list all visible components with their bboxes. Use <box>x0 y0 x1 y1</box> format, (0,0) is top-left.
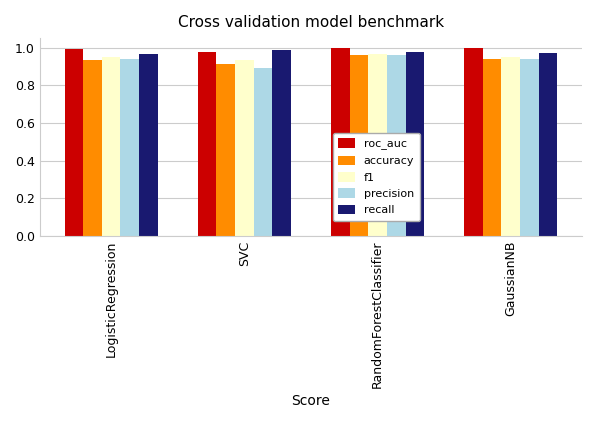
Bar <box>64 49 83 236</box>
Bar <box>350 55 368 236</box>
Bar <box>405 52 424 236</box>
Bar <box>121 59 139 236</box>
Bar <box>272 50 291 236</box>
Bar <box>538 53 558 236</box>
Legend: roc_auc, accuracy, f1, precision, recall: roc_auc, accuracy, f1, precision, recall <box>333 133 420 221</box>
Bar <box>501 57 520 236</box>
Title: Cross validation model benchmark: Cross validation model benchmark <box>178 15 444 30</box>
X-axis label: Score: Score <box>291 394 330 408</box>
Bar <box>102 57 121 236</box>
Bar <box>216 64 235 236</box>
Bar <box>483 59 501 236</box>
Bar <box>83 60 102 236</box>
Bar <box>464 48 483 236</box>
Bar <box>198 52 216 236</box>
Bar <box>368 54 387 236</box>
Bar <box>331 48 350 236</box>
Bar <box>387 55 405 236</box>
Bar <box>520 59 538 236</box>
Bar <box>235 60 254 236</box>
Bar <box>254 68 272 236</box>
Bar <box>139 54 158 236</box>
